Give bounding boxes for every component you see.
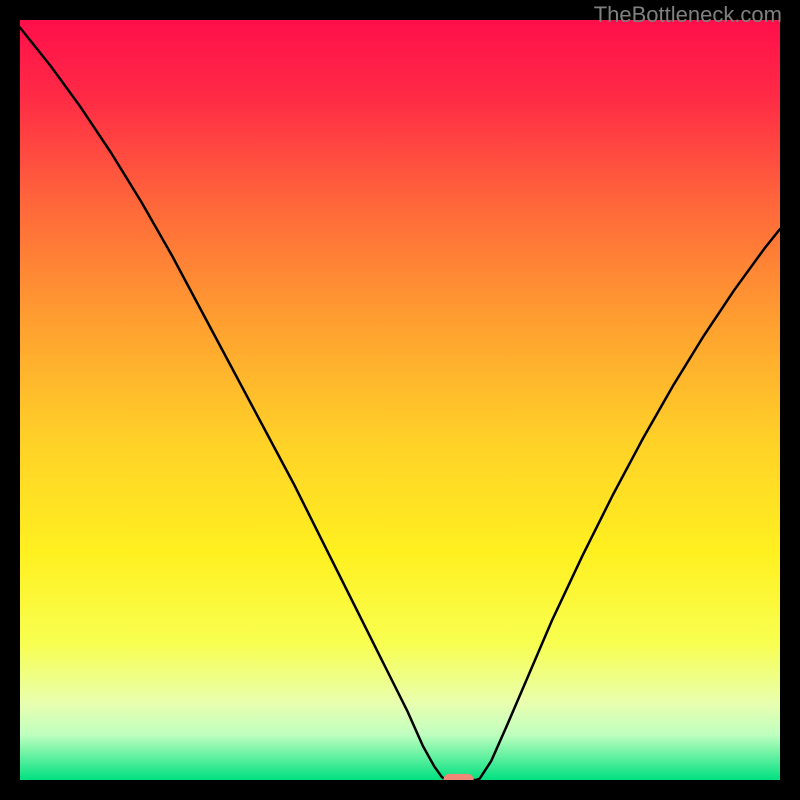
watermark-text: TheBottleneck.com <box>594 2 782 28</box>
optimum-marker <box>443 774 473 780</box>
chart-frame: TheBottleneck.com <box>0 0 800 800</box>
plot-area <box>20 20 780 780</box>
bottleneck-curve-chart <box>20 20 780 780</box>
